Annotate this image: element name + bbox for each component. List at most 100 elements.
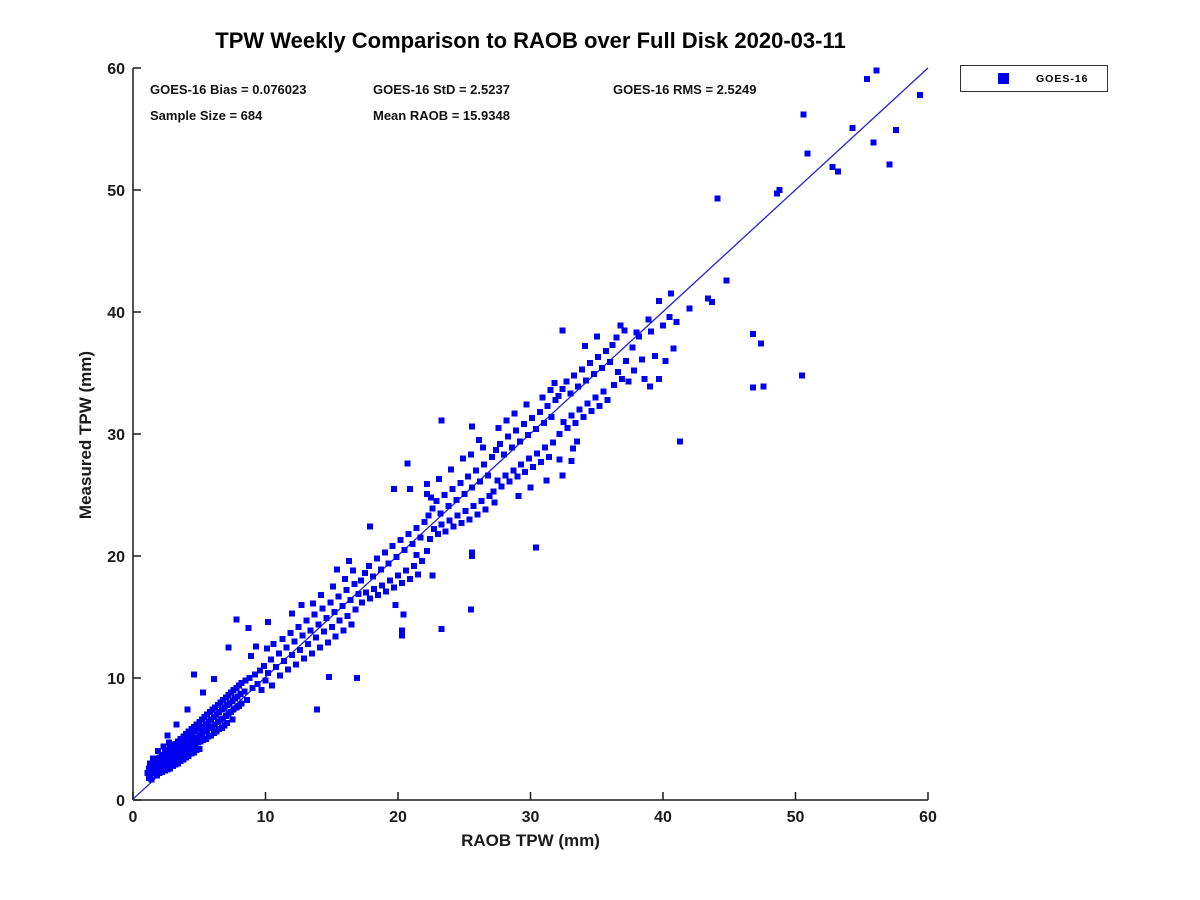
scatter-point: [332, 633, 339, 640]
scatter-point: [482, 506, 489, 513]
scatter-point: [437, 510, 444, 517]
scatter-point: [503, 417, 510, 424]
scatter-point: [339, 603, 346, 610]
scatter-point: [430, 526, 437, 533]
scatter-point: [405, 531, 412, 538]
scatter-point: [477, 478, 484, 485]
stat-bias-text: GOES-16 Bias = 0.076023: [150, 82, 307, 97]
scatter-point: [340, 627, 347, 634]
scatter-point: [567, 390, 574, 397]
scatter-point: [573, 438, 580, 445]
scatter-point: [893, 127, 900, 134]
scatter-point: [285, 666, 292, 673]
legend: GOES-16: [960, 65, 1108, 92]
scatter-point: [873, 67, 880, 74]
scatter-point: [705, 295, 712, 302]
scatter-point: [307, 627, 314, 634]
scatter-point: [638, 356, 645, 363]
scatter-point: [629, 344, 636, 351]
scatter-point: [569, 445, 576, 452]
legend-series-label: GOES-16: [1036, 72, 1089, 85]
scatter-point: [438, 626, 445, 633]
scatter-point: [466, 516, 473, 523]
scatter-point: [164, 732, 171, 739]
scatter-point: [418, 557, 425, 564]
x-tick-label: 50: [787, 809, 805, 826]
scatter-point: [326, 673, 333, 680]
scatter-point: [583, 377, 590, 384]
legend-marker-square-icon: [998, 73, 1009, 84]
scatter-point: [344, 612, 351, 619]
scatter-point: [265, 618, 272, 625]
scatter-point: [397, 537, 404, 544]
scatter-point: [262, 677, 269, 684]
scatter-point: [438, 417, 445, 424]
scatter-point: [524, 432, 531, 439]
scatter-point: [375, 592, 382, 599]
scatter-point: [414, 571, 421, 578]
scatter-point: [312, 634, 319, 641]
scatter-point: [413, 551, 420, 558]
scatter-point: [398, 632, 405, 639]
scatter-point: [253, 643, 260, 650]
scatter-point: [618, 376, 625, 383]
scatter-point: [254, 681, 261, 688]
scatter-point: [491, 499, 498, 506]
scatter-point: [295, 623, 302, 630]
scatter-point: [510, 467, 517, 474]
scatter-point: [581, 343, 588, 350]
scatter-point: [335, 593, 342, 600]
scatter-point: [320, 628, 327, 635]
scatter-point: [389, 543, 396, 550]
scatter-point: [148, 776, 155, 783]
scatter-point: [242, 677, 249, 684]
scatter-point: [273, 664, 280, 671]
scatter-point: [870, 139, 877, 146]
scatter-point: [593, 333, 600, 340]
scatter-point: [532, 544, 539, 551]
scatter-point: [559, 385, 566, 392]
scatter-point: [224, 720, 231, 727]
scatter-point: [299, 632, 306, 639]
stat-rms-text: GOES-16 RMS = 2.5249: [613, 82, 757, 97]
scatter-point: [459, 455, 466, 462]
scatter-point: [677, 438, 684, 445]
scatter-point: [245, 624, 252, 631]
scatter-point: [568, 412, 575, 419]
scatter-point: [527, 484, 534, 491]
scatter-point: [281, 657, 288, 664]
scatter-point: [804, 150, 811, 157]
scatter-point: [434, 531, 441, 538]
scatter-point: [258, 687, 265, 694]
scatter-point: [343, 587, 350, 594]
scatter-point: [398, 627, 405, 634]
scatter-point: [469, 484, 476, 491]
scatter-point: [353, 675, 360, 681]
scatter-point: [613, 334, 620, 341]
scatter-point: [446, 517, 453, 524]
scatter-point: [641, 376, 648, 383]
scatter-point: [530, 463, 537, 470]
scatter-point: [760, 383, 767, 390]
scatter-point: [660, 322, 666, 329]
scatter-point: [614, 368, 621, 375]
scatter-point: [190, 671, 197, 678]
y-tick-label: 0: [116, 793, 125, 810]
scatter-point: [363, 589, 370, 596]
scatter-point: [385, 560, 392, 567]
scatter-point: [579, 366, 586, 373]
scatter-point: [543, 477, 550, 484]
scatter-point: [398, 579, 405, 586]
scatter-point: [490, 488, 497, 495]
x-axis-label: RAOB TPW (mm): [461, 831, 600, 850]
scatter-point: [314, 706, 321, 713]
scatter-point: [237, 690, 244, 697]
scatter-point: [572, 420, 579, 427]
scatter-point: [498, 483, 505, 490]
scatter-point: [359, 599, 366, 606]
scatter-point: [210, 676, 217, 683]
scatter-point: [485, 472, 492, 479]
scatter-point: [750, 384, 757, 391]
scatter-point: [552, 396, 559, 403]
